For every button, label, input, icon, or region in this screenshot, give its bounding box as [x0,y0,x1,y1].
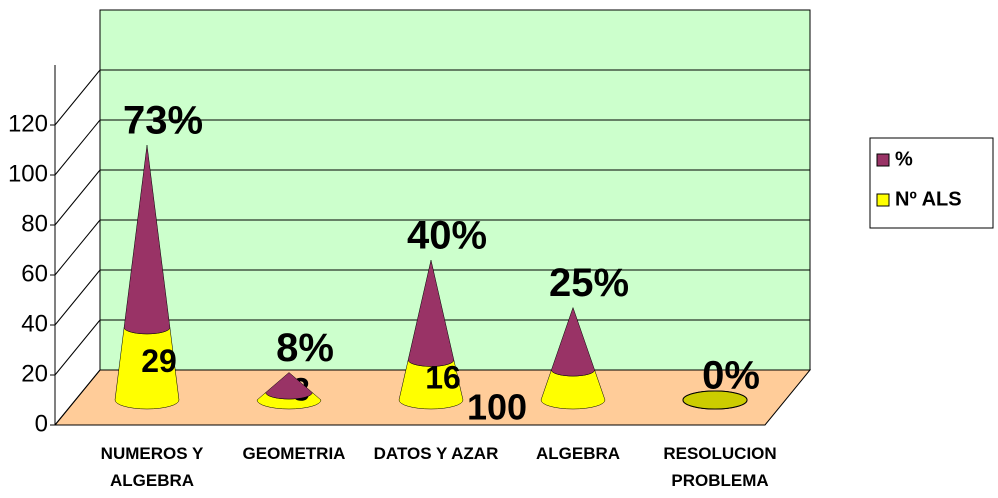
cone-flat [682,390,748,410]
grid-line-side [54,319,101,376]
data-label: 0% [702,354,760,398]
annotation: 100 [467,387,527,428]
data-label: 29 [141,343,177,379]
grid-line-side [54,219,101,276]
grid-line-side [54,69,101,126]
back-wall [99,9,811,371]
cone-segment [407,259,455,367]
cone-segment [551,306,595,377]
legend-swatch [876,153,890,167]
y-tick-label: 20 [21,360,48,387]
y-tick-label: 120 [8,110,48,137]
legend-label: % [895,148,913,170]
y-tick-label: 80 [21,210,48,237]
grid-line-side [54,369,101,426]
data-label: 8% [276,326,334,370]
x-tick-label: NUMEROS Y ALGEBRA [100,444,204,490]
x-tick-label: ALGEBRA [535,444,621,463]
grid-line-side [54,169,101,226]
cone-segment [123,144,171,335]
y-tick-label: 0 [35,410,48,437]
x-tick-label: RESOLUCION PROBLEMA [663,444,777,490]
legend-box [869,137,994,229]
data-label: 73% [123,99,203,143]
y-tick-label: 60 [21,260,48,287]
x-tick-label: DATOS Y AZAR [373,444,499,463]
grid-line-side [54,269,101,326]
data-label: 25% [549,261,629,305]
data-label: 40% [407,214,487,258]
y-tick-label: 100 [8,160,48,187]
x-tick-label: GEOMETRIA [242,444,346,463]
legend-label: Nº ALS [895,188,962,210]
y-tick-label: 40 [21,310,48,337]
grid-line-side [54,119,101,176]
legend-swatch [876,193,890,207]
cone-segment [265,372,313,400]
